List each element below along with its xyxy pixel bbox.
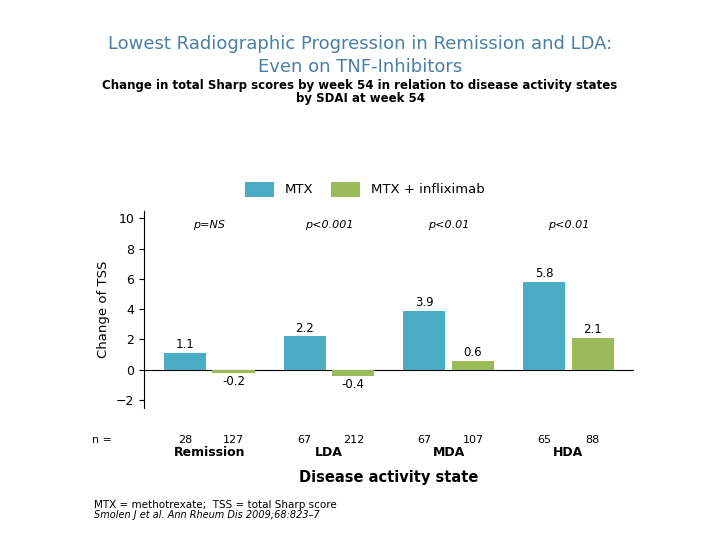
Text: Lowest Radiographic Progression in Remission and LDA:: Lowest Radiographic Progression in Remis… xyxy=(108,35,612,53)
Text: MDA: MDA xyxy=(433,446,465,458)
Text: 2.1: 2.1 xyxy=(583,323,602,336)
Y-axis label: Change of TSS: Change of TSS xyxy=(97,260,110,358)
Bar xyxy=(245,182,274,197)
Text: 65: 65 xyxy=(537,435,551,445)
Text: LDA: LDA xyxy=(315,446,343,458)
Bar xyxy=(523,282,565,370)
Text: 28: 28 xyxy=(178,435,192,445)
Text: 88: 88 xyxy=(585,435,600,445)
Text: -0.4: -0.4 xyxy=(342,377,365,390)
Text: Change in total Sharp scores by week 54 in relation to disease activity states: Change in total Sharp scores by week 54 … xyxy=(102,79,618,92)
Bar xyxy=(212,370,255,373)
Bar xyxy=(452,361,494,370)
Text: p<0.001: p<0.001 xyxy=(305,220,354,231)
Bar xyxy=(332,370,374,376)
Text: 2.2: 2.2 xyxy=(295,322,314,335)
Text: 67: 67 xyxy=(297,435,312,445)
Text: MTX: MTX xyxy=(284,183,313,196)
Text: Smolen J et al. Ann Rheum Dis 2009;68:823–7: Smolen J et al. Ann Rheum Dis 2009;68:82… xyxy=(94,510,320,521)
Bar xyxy=(284,336,325,370)
Text: HDA: HDA xyxy=(554,446,584,458)
Text: MTX + infliximab: MTX + infliximab xyxy=(371,183,485,196)
Text: 127: 127 xyxy=(223,435,244,445)
Text: -0.2: -0.2 xyxy=(222,375,245,388)
Text: 5.8: 5.8 xyxy=(535,267,554,280)
Text: 212: 212 xyxy=(343,435,364,445)
Text: p=NS: p=NS xyxy=(193,220,225,231)
Text: Disease activity state: Disease activity state xyxy=(299,470,479,485)
Bar xyxy=(572,338,614,370)
Bar xyxy=(163,353,206,370)
Text: by SDAI at week 54: by SDAI at week 54 xyxy=(295,92,425,105)
Text: Even on TNF-Inhibitors: Even on TNF-Inhibitors xyxy=(258,58,462,76)
Text: 67: 67 xyxy=(418,435,431,445)
Text: 1.1: 1.1 xyxy=(176,338,194,352)
Text: p<0.01: p<0.01 xyxy=(428,220,469,231)
Bar xyxy=(331,182,360,197)
Bar xyxy=(403,310,446,370)
Text: MTX = methotrexate;  TSS = total Sharp score: MTX = methotrexate; TSS = total Sharp sc… xyxy=(94,500,336,510)
Text: p<0.01: p<0.01 xyxy=(548,220,589,231)
Text: 0.6: 0.6 xyxy=(464,346,482,359)
Text: Remission: Remission xyxy=(174,446,245,458)
Text: 3.9: 3.9 xyxy=(415,296,433,309)
Text: n =: n = xyxy=(91,435,112,445)
Text: 107: 107 xyxy=(462,435,484,445)
